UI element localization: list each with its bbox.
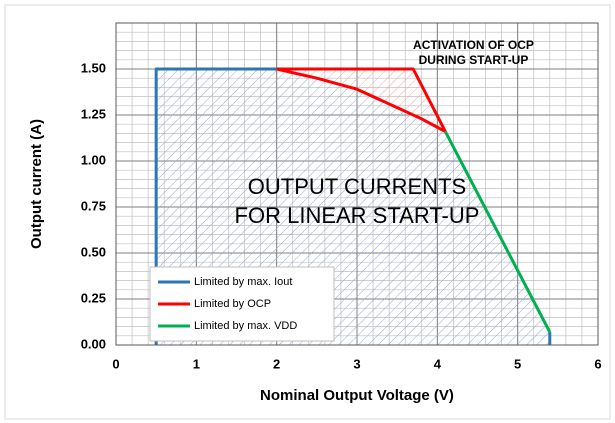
y-tick-label: 1.00 <box>81 152 106 167</box>
y-axis-label: Output current (A) <box>28 119 45 249</box>
legend-label: Limited by max. Iout <box>194 276 292 288</box>
x-tick-label: 4 <box>434 356 442 371</box>
annotation: ACTIVATION OF OCP <box>413 38 534 52</box>
series-line <box>444 130 552 333</box>
annotation: DURING START-UP <box>419 53 529 67</box>
x-tick-label: 6 <box>594 356 601 371</box>
y-tick-label: 1.25 <box>81 106 106 121</box>
x-tick-label: 2 <box>273 356 280 371</box>
x-tick-label: 1 <box>193 356 200 371</box>
series-line <box>154 67 552 345</box>
series-line <box>276 67 447 133</box>
y-tick-label: 0.75 <box>81 198 106 213</box>
annotation: FOR LINEAR START-UP <box>235 203 480 228</box>
legend-label: Limited by max. VDD <box>194 320 297 332</box>
hatch-area-ocp <box>276 69 446 132</box>
y-tick-label: 1.50 <box>81 60 106 75</box>
annotation: OUTPUT CURRENTS <box>248 174 466 199</box>
y-tick-label: 0.50 <box>81 244 106 259</box>
lines <box>154 67 552 345</box>
legend-label: Limited by OCP <box>194 298 271 310</box>
x-axis-label: Nominal Output Voltage (V) <box>260 387 454 404</box>
y-tick-label: 0.00 <box>81 336 106 351</box>
x-tick-label: 5 <box>514 356 521 371</box>
y-tick-label: 0.25 <box>81 290 106 305</box>
x-tick-label: 0 <box>112 356 119 371</box>
x-tick-label: 3 <box>353 356 360 371</box>
plot-border <box>115 22 599 346</box>
